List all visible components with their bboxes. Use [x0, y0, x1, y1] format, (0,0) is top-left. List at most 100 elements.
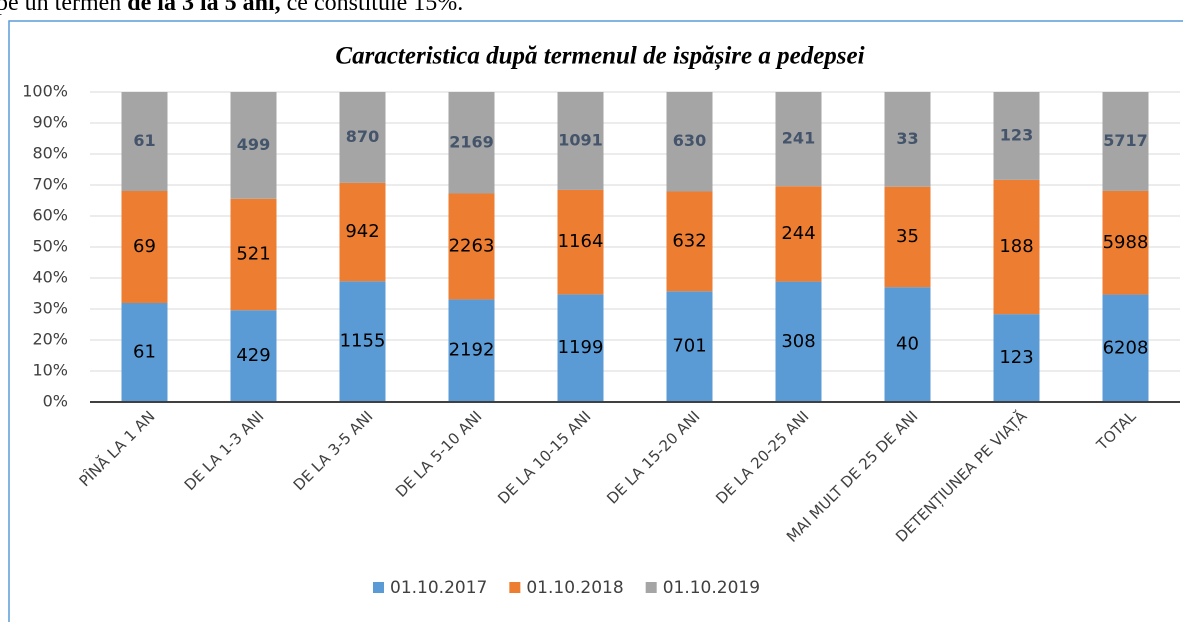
doc-text-part: pe un termen: [0, 0, 127, 16]
y-tick-label: 90%: [32, 113, 68, 132]
y-tick-label: 10%: [32, 361, 68, 380]
x-tick-label: TOTAL: [1092, 407, 1140, 455]
bar-segment: [993, 179, 1040, 315]
x-tick: PÎNĂ LA 1 AN: [75, 407, 159, 491]
data-label: 5988: [1103, 232, 1149, 253]
data-label: 308: [781, 331, 815, 352]
doc-text-bold: de la 3 la 5 ani,: [127, 0, 280, 16]
y-tick-label: 70%: [32, 175, 68, 194]
bar-segment: [993, 92, 1040, 180]
bar-segment: [557, 294, 604, 402]
y-tick-label: 30%: [32, 299, 68, 318]
data-label: 1164: [558, 231, 604, 252]
bar-segment: [1102, 92, 1149, 191]
bar-segment: [121, 191, 168, 303]
x-tick-label: DE LA 5-10 ANI: [392, 407, 486, 501]
x-tick-label: DE LA 15-20 ANI: [603, 407, 703, 507]
x-tick: DE LA 5-10 ANI: [392, 407, 486, 501]
data-label: 5717: [1103, 131, 1148, 150]
bar-segment: [339, 92, 386, 183]
y-tick-label: 60%: [32, 206, 68, 225]
data-label: 632: [672, 230, 706, 251]
data-label: 61: [133, 131, 155, 150]
data-label: 521: [236, 243, 270, 264]
data-label: 701: [672, 336, 706, 357]
bar-segment: [666, 191, 713, 292]
bar-segment: [230, 198, 277, 311]
data-label: 6208: [1103, 337, 1149, 358]
y-tick-label: 50%: [32, 237, 68, 256]
data-label: 61: [133, 341, 156, 362]
data-label: 429: [236, 345, 270, 366]
x-tick-label: PÎNĂ LA 1 AN: [75, 407, 159, 491]
data-label: 1199: [558, 337, 604, 358]
bar-segment: [339, 281, 386, 402]
data-label: 40: [896, 334, 919, 355]
data-label: 2192: [449, 340, 495, 361]
bar-segment: [448, 92, 495, 194]
data-label: 241: [782, 129, 815, 148]
legend-label: 01.10.2019: [663, 578, 760, 598]
bar-segment: [884, 92, 931, 187]
data-label: 69: [133, 236, 156, 257]
legend-swatch: [373, 582, 384, 593]
x-tick: DE LA 10-15 ANI: [494, 407, 594, 507]
data-label: 942: [345, 221, 379, 242]
data-label: 188: [999, 236, 1033, 257]
bar-segment: [230, 92, 277, 199]
doc-text: pe un termen de la 3 la 5 ani, ce consti…: [0, 0, 463, 16]
data-label: 1091: [558, 130, 603, 149]
bar-segment: [993, 314, 1040, 402]
data-label: 2169: [449, 132, 494, 151]
x-tick-label: DE LA 1-3 ANI: [181, 407, 268, 494]
data-label: 244: [781, 223, 815, 244]
y-tick-label: 0%: [43, 392, 68, 411]
y-tick-label: 100%: [22, 82, 68, 101]
bar-segment: [339, 182, 386, 282]
x-tick-label: DE LA 3-5 ANI: [290, 407, 377, 494]
data-label: 33: [896, 129, 918, 148]
data-label: 630: [673, 131, 706, 150]
y-tick-label: 20%: [32, 330, 68, 349]
bar-segment: [557, 189, 604, 295]
bar-segment: [121, 302, 168, 402]
bar-segment: [448, 299, 495, 402]
x-tick-label: DE LA 10-15 ANI: [494, 407, 594, 507]
legend-label: 01.10.2017: [390, 578, 487, 598]
legend-swatch: [509, 582, 521, 593]
y-tick-label: 80%: [32, 144, 68, 163]
bar-segment: [775, 186, 822, 282]
data-label: 2263: [449, 235, 495, 256]
bar-segment: [557, 92, 604, 190]
bar-segment: [666, 291, 713, 402]
chart-title: Caracteristica după termenul de ispășire…: [335, 43, 864, 71]
x-tick-label: DE LA 20-25 ANI: [712, 407, 812, 507]
doc-text-part: ce constituie 15%.: [281, 0, 464, 16]
bar-segment: [775, 281, 822, 402]
data-label: 35: [896, 226, 919, 247]
legend-swatch: [645, 582, 657, 593]
x-tick: DE LA 20-25 ANI: [712, 407, 812, 507]
data-label: 123: [1000, 125, 1033, 144]
bar-segment: [1102, 190, 1149, 295]
bar-segment: [666, 92, 713, 192]
y-tick-label: 40%: [32, 268, 68, 287]
x-tick: DE LA 15-20 ANI: [603, 407, 703, 507]
data-label: 499: [237, 135, 270, 154]
x-tick: DE LA 1-3 ANI: [181, 407, 268, 494]
data-label: 870: [346, 127, 379, 146]
chart-frame: [8, 20, 1183, 622]
data-label: 1155: [340, 331, 386, 352]
data-label: 123: [999, 347, 1033, 368]
legend-label: 01.10.2018: [526, 578, 623, 598]
x-tick: TOTAL: [1092, 407, 1140, 455]
bar-segment: [1102, 294, 1149, 402]
bar-segment: [230, 310, 277, 402]
bar-segment: [884, 287, 931, 402]
bar-segment: [884, 186, 931, 288]
bar-segment: [775, 92, 822, 187]
bar-segment: [448, 193, 495, 300]
x-tick: DE LA 3-5 ANI: [290, 407, 377, 494]
bar-segment: [121, 92, 168, 192]
